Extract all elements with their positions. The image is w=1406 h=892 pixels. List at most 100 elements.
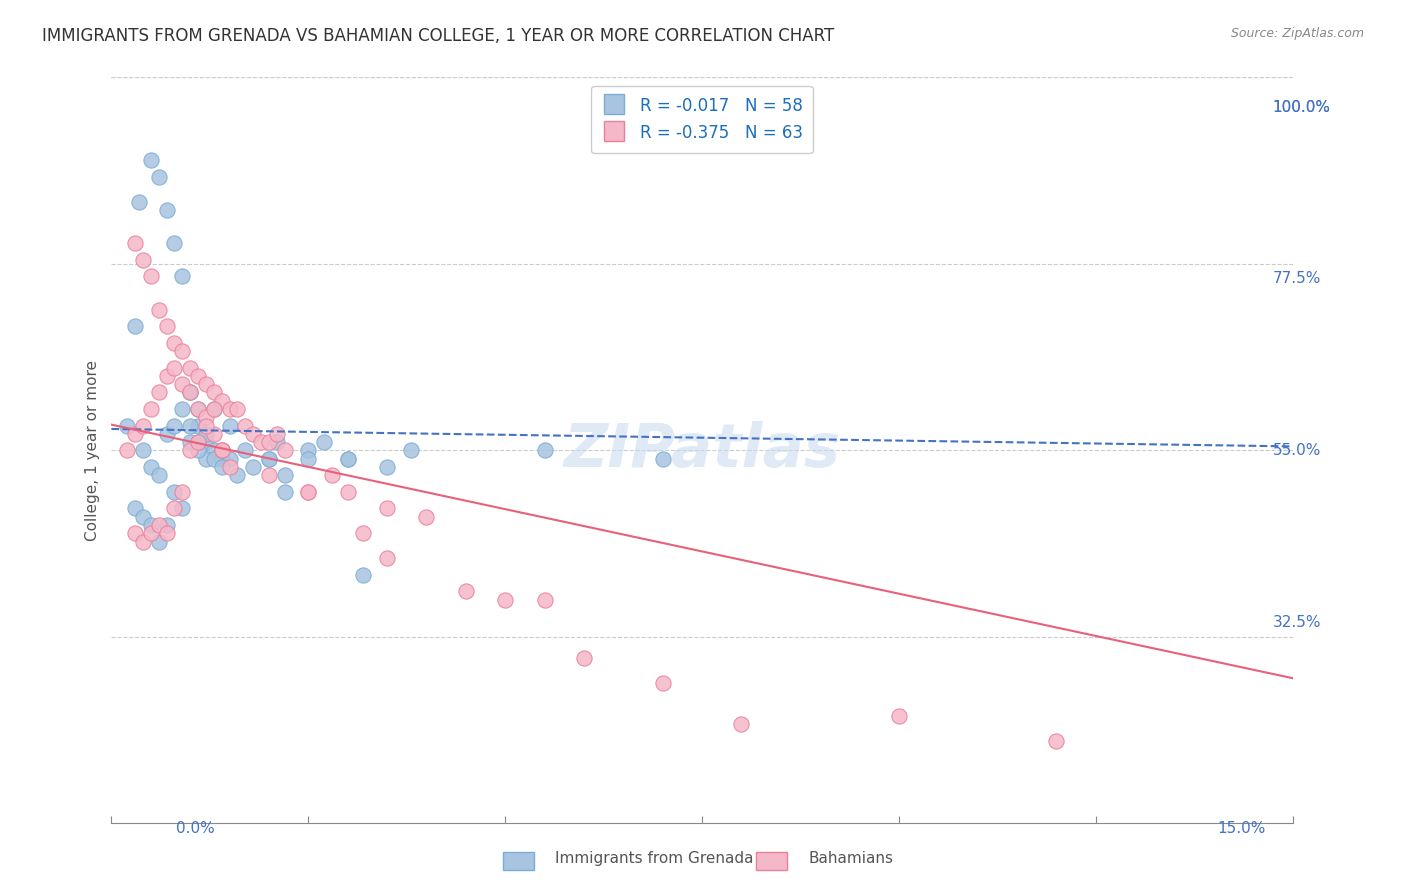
Legend: R = -0.017   N = 58, R = -0.375   N = 63: R = -0.017 N = 58, R = -0.375 N = 63 [592,86,813,153]
Text: 77.5%: 77.5% [1272,271,1320,286]
Point [297,451,319,466]
Text: 100.0%: 100.0% [1272,100,1330,114]
Point [257,435,280,450]
Point [211,443,233,458]
Point [155,368,177,383]
Point [132,509,155,524]
Point [148,518,170,533]
Point [172,501,194,516]
Point [202,443,225,458]
Point [128,194,150,209]
Point [139,269,162,284]
Point [297,484,319,499]
Point [179,385,201,400]
Point [148,169,170,184]
Point [155,526,177,541]
Point [352,567,374,582]
Point [155,203,177,218]
Point [172,343,194,358]
Point [257,468,280,483]
Point [202,402,225,417]
Point [155,518,177,533]
Point [115,418,138,433]
Point [257,451,280,466]
Point [226,402,249,417]
Point [163,236,186,251]
Point [194,377,217,392]
Point [226,468,249,483]
Point [572,650,595,665]
Point [139,526,162,541]
Point [172,377,194,392]
Point [202,426,225,441]
Point [194,451,217,466]
Point [132,418,155,433]
Point [187,402,209,417]
Point [273,484,295,499]
Point [187,402,209,417]
Point [336,451,359,466]
Point [139,460,162,475]
Point [211,443,233,458]
Point [194,435,217,450]
Point [218,460,240,475]
Point [375,501,398,516]
Point [163,335,186,350]
Point [179,418,201,433]
Point [202,451,225,466]
Point [163,501,186,516]
Point [115,443,138,458]
Point [233,443,256,458]
Point [375,551,398,566]
Point [887,708,910,723]
Point [297,443,319,458]
Point [172,484,194,499]
Point [257,451,280,466]
Point [124,319,146,334]
Point [124,426,146,441]
Point [242,426,264,441]
Point [148,302,170,317]
Point [124,501,146,516]
Point [179,435,201,450]
Point [179,443,201,458]
Point [399,443,422,458]
Point [321,468,343,483]
Text: 0.0%: 0.0% [176,821,215,836]
Y-axis label: College, 1 year or more: College, 1 year or more [86,360,100,541]
Point [148,534,170,549]
Point [148,385,170,400]
Point [352,526,374,541]
Point [148,468,170,483]
Point [211,460,233,475]
Point [179,385,201,400]
Point [533,443,555,458]
Point [266,435,288,450]
Point [132,252,155,267]
Text: 55.0%: 55.0% [1272,443,1320,458]
Point [312,435,335,450]
Text: Immigrants from Grenada: Immigrants from Grenada [555,851,754,865]
Point [139,402,162,417]
Point [336,451,359,466]
Point [233,418,256,433]
Text: ZIPatlas: ZIPatlas [564,421,841,480]
Point [273,468,295,483]
Point [124,526,146,541]
Point [211,451,233,466]
Point [187,435,209,450]
Point [163,484,186,499]
Point [187,418,209,433]
Point [187,443,209,458]
Point [202,385,225,400]
Point [250,435,273,450]
Point [211,393,233,408]
Text: Bahamians: Bahamians [808,851,893,865]
Text: 100.0%: 100.0% [1272,100,1330,114]
Point [336,484,359,499]
Point [179,385,201,400]
Text: Source: ZipAtlas.com: Source: ZipAtlas.com [1230,27,1364,40]
Point [194,426,217,441]
Point [266,426,288,441]
Point [730,717,752,731]
